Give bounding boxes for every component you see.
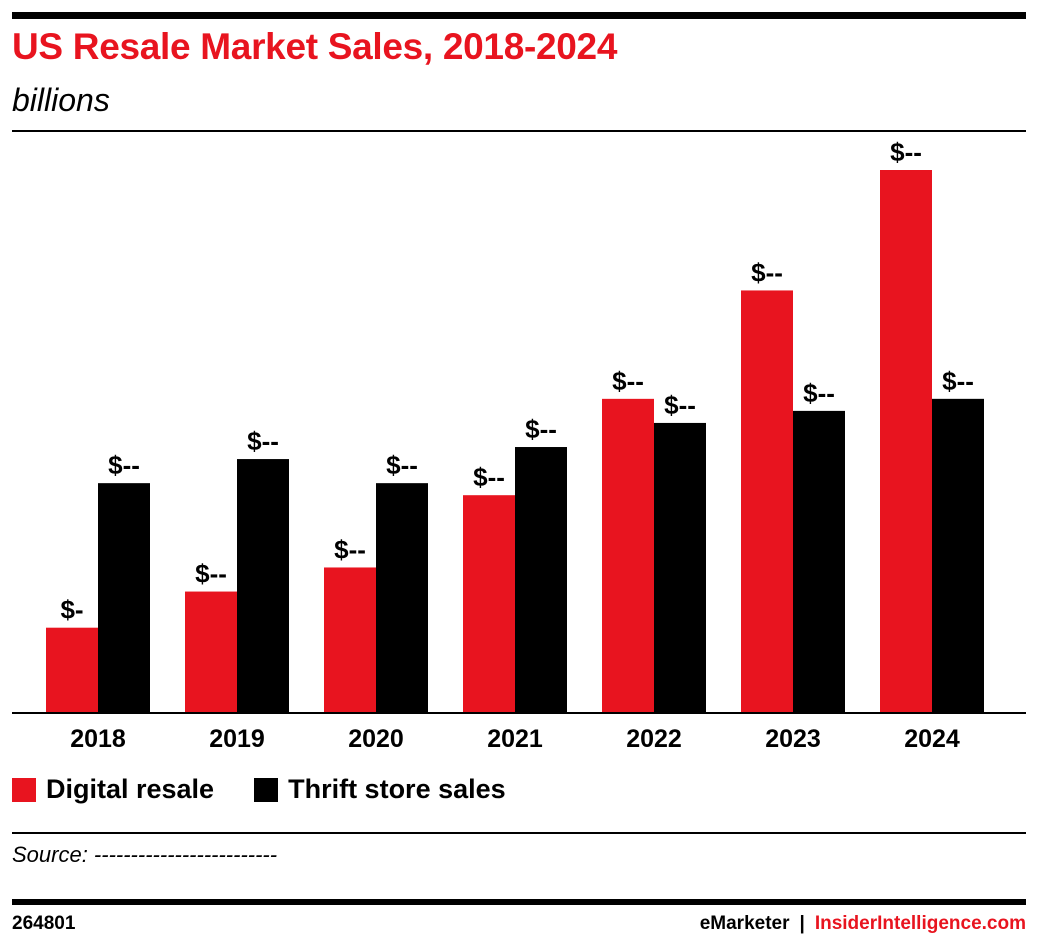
header-divider — [12, 130, 1026, 132]
chart-subtitle: billions — [12, 82, 110, 118]
bottom-rule — [12, 899, 1026, 905]
bar-thrift-store-sales-2024 — [932, 398, 984, 712]
brand-insider-intelligence[interactable]: InsiderIntelligence.com — [814, 913, 1026, 934]
data-label-thrift-store-sales-2022: $-- — [664, 390, 696, 420]
bar-thrift-store-sales-2018 — [98, 483, 150, 712]
data-label-thrift-store-sales-2020: $-- — [386, 450, 418, 480]
data-label-thrift-store-sales-2024: $-- — [942, 366, 974, 396]
footer-divider — [12, 832, 1026, 834]
x-tick-label-2023: 2023 — [765, 725, 821, 753]
bar-thrift-store-sales-2019 — [237, 459, 289, 712]
data-label-digital-resale-2024: $-- — [890, 137, 922, 167]
legend-swatch-digital-resale — [12, 777, 36, 802]
x-tick-label-2018: 2018 — [70, 725, 126, 753]
legend-label-thrift-store-sales: Thrift store sales — [288, 774, 506, 804]
chart-id: 264801 — [12, 913, 76, 934]
data-label-digital-resale-2020: $-- — [334, 534, 366, 564]
data-label-thrift-store-sales-2021: $-- — [525, 414, 557, 444]
legend-item-thrift-store-sales: Thrift store sales — [254, 774, 506, 805]
legend-swatch-thrift-store-sales — [254, 777, 279, 802]
legend-label-digital-resale: Digital resale — [46, 774, 215, 804]
bar-thrift-store-sales-2023 — [793, 410, 845, 712]
bar-digital-resale-2021 — [463, 495, 515, 712]
bar-digital-resale-2019 — [185, 591, 237, 712]
x-tick-label-2021: 2021 — [487, 725, 543, 753]
source-note: Source: ------------------------- — [12, 842, 278, 867]
x-tick-label-2020: 2020 — [348, 725, 404, 753]
data-label-digital-resale-2021: $-- — [473, 462, 505, 492]
bar-thrift-store-sales-2020 — [376, 483, 428, 712]
bar-digital-resale-2022 — [602, 398, 654, 712]
bar-digital-resale-2023 — [741, 290, 793, 712]
bar-thrift-store-sales-2022 — [654, 422, 706, 712]
data-label-digital-resale-2022: $-- — [612, 366, 644, 396]
bar-chart: $- $-- 2018 $-- $-- 2019 $-- $-- 2020 $-- $-- 2021 $… — [12, 137, 1026, 753]
brand-credit: eMarketer | InsiderIntelligence.com — [700, 913, 1026, 935]
bar-digital-resale-2024 — [880, 170, 932, 712]
brand-separator: | — [799, 913, 805, 934]
bar-digital-resale-2020 — [324, 567, 376, 712]
data-label-thrift-store-sales-2019: $-- — [247, 426, 279, 456]
bar-thrift-store-sales-2021 — [515, 447, 567, 712]
data-label-thrift-store-sales-2018: $-- — [108, 450, 140, 480]
data-label-thrift-store-sales-2023: $-- — [803, 378, 835, 408]
chart-title: US Resale Market Sales, 2018-2024 — [12, 26, 618, 67]
top-rule — [12, 12, 1026, 19]
brand-emarketer: eMarketer — [699, 913, 790, 934]
x-tick-label-2019: 2019 — [209, 725, 265, 753]
data-label-digital-resale-2019: $-- — [195, 559, 227, 589]
x-tick-label-2022: 2022 — [626, 725, 682, 753]
x-tick-label-2024: 2024 — [904, 725, 960, 753]
legend: Digital resale Thrift store sales — [12, 774, 546, 805]
x-axis-baseline — [12, 712, 1026, 714]
legend-item-digital-resale: Digital resale — [12, 774, 214, 805]
data-label-digital-resale-2018: $- — [60, 595, 83, 625]
bar-digital-resale-2018 — [46, 627, 98, 712]
data-label-digital-resale-2023: $-- — [751, 257, 783, 287]
